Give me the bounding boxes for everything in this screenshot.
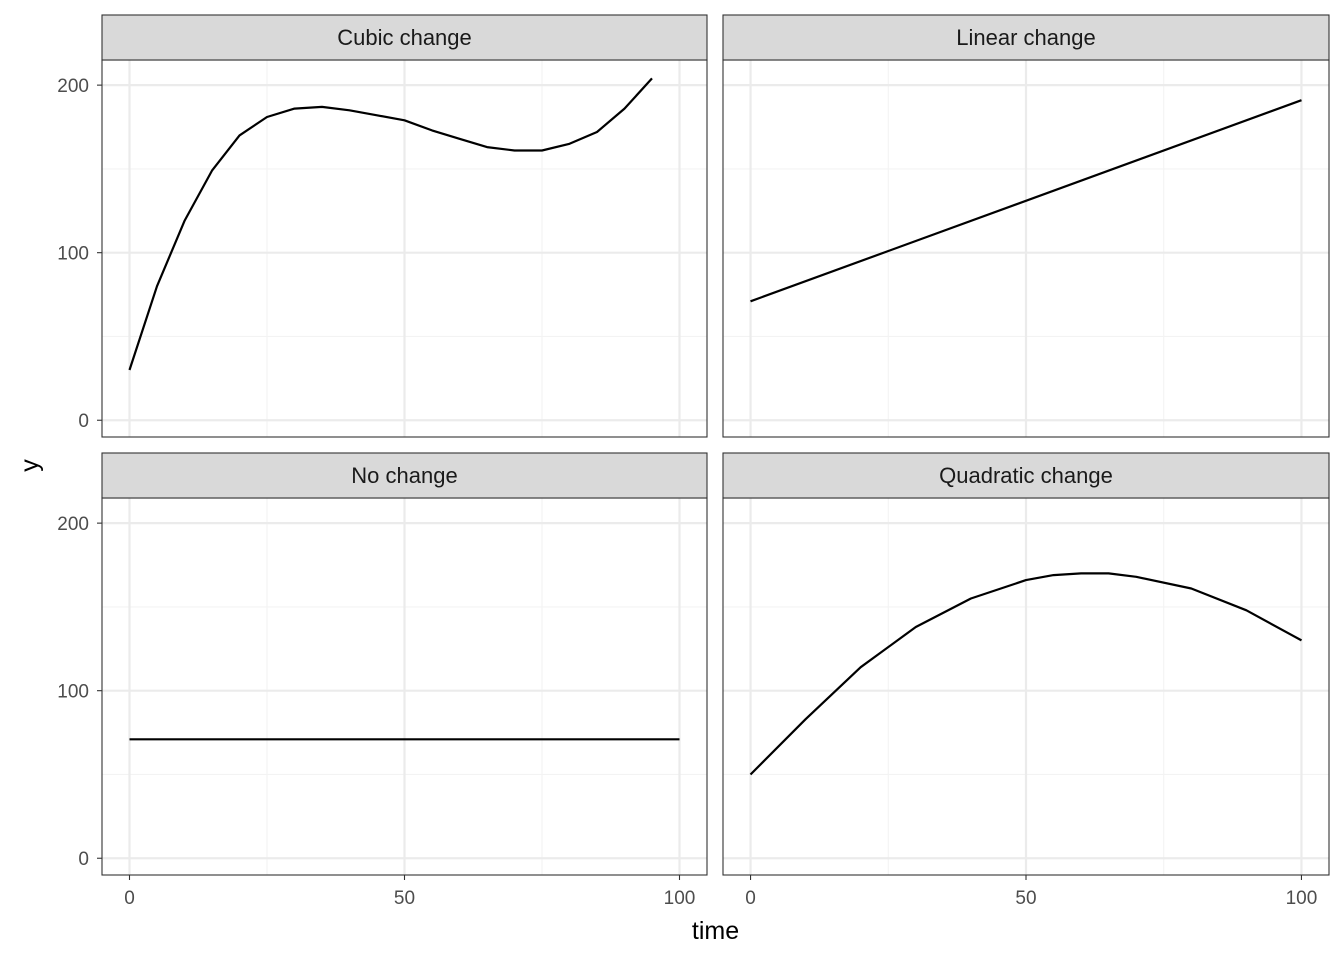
facet-strip-label: Quadratic change xyxy=(939,463,1113,488)
series-line-quadratic-change xyxy=(749,572,1303,776)
y-tick-label: 0 xyxy=(78,849,89,870)
y-tick-label: 0 xyxy=(78,411,89,432)
y-tick-label: 200 xyxy=(57,76,89,97)
facet-strip xyxy=(101,14,708,61)
panel-linear-change: Linear change xyxy=(722,14,1330,438)
y-axis-title: y xyxy=(16,459,44,472)
y-tick-label: 200 xyxy=(57,514,89,535)
x-axis-title: time xyxy=(692,917,739,945)
facet-strip-label: Linear change xyxy=(956,25,1095,50)
y-tick-label: 100 xyxy=(57,244,89,265)
series-line-cubic-change xyxy=(128,77,653,371)
y-tick-label: 100 xyxy=(57,682,89,703)
series-line-linear-change xyxy=(750,99,1302,303)
x-tick-label: 100 xyxy=(1286,888,1318,909)
panel-cubic-change: Cubic change 0 100 200 xyxy=(57,14,708,438)
facet-strip-label: No change xyxy=(351,463,457,488)
facet-strip xyxy=(722,452,1330,499)
facet-strip xyxy=(722,14,1330,61)
panel-quadratic-change: Quadratic change 0 50 100 xyxy=(722,452,1330,909)
panel-no-change: No change 0 100 200 0 50 100 xyxy=(57,452,708,909)
x-tick-label: 50 xyxy=(1015,888,1036,909)
x-tick-label: 50 xyxy=(394,888,415,909)
facet-strip-label: Cubic change xyxy=(337,25,472,50)
x-tick-label: 100 xyxy=(664,888,696,909)
x-tick-label: 0 xyxy=(124,888,135,909)
facet-strip xyxy=(101,452,708,499)
x-tick-label: 0 xyxy=(745,888,756,909)
